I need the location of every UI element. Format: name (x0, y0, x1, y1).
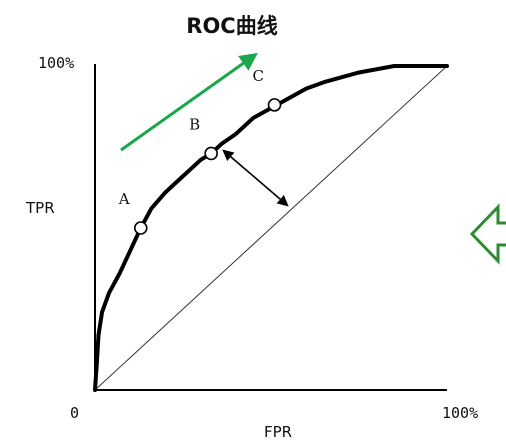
x-axis-label: FPR (264, 423, 292, 441)
improvement-arrow (120, 52, 258, 152)
roc-point-label-b: B (189, 115, 200, 133)
y-tick-label-max: 100% (38, 54, 74, 72)
y-axis-label: TPR (25, 199, 55, 217)
roc-point-b (204, 146, 218, 161)
distance-arrow (222, 149, 289, 207)
x-tick-label-origin: 0 (70, 404, 79, 422)
roc-point-label-a: A (118, 190, 130, 208)
roc-curve-line (93, 64, 449, 392)
roc-point-c (267, 98, 282, 112)
x-tick-label-max: 100% (442, 404, 478, 422)
roc-point-label-c: C (253, 67, 264, 85)
roc-point-a (133, 221, 148, 235)
chart-title: ROC曲线 (186, 14, 277, 38)
left-arrow-icon (469, 203, 506, 265)
diagonal-line (94, 65, 448, 391)
